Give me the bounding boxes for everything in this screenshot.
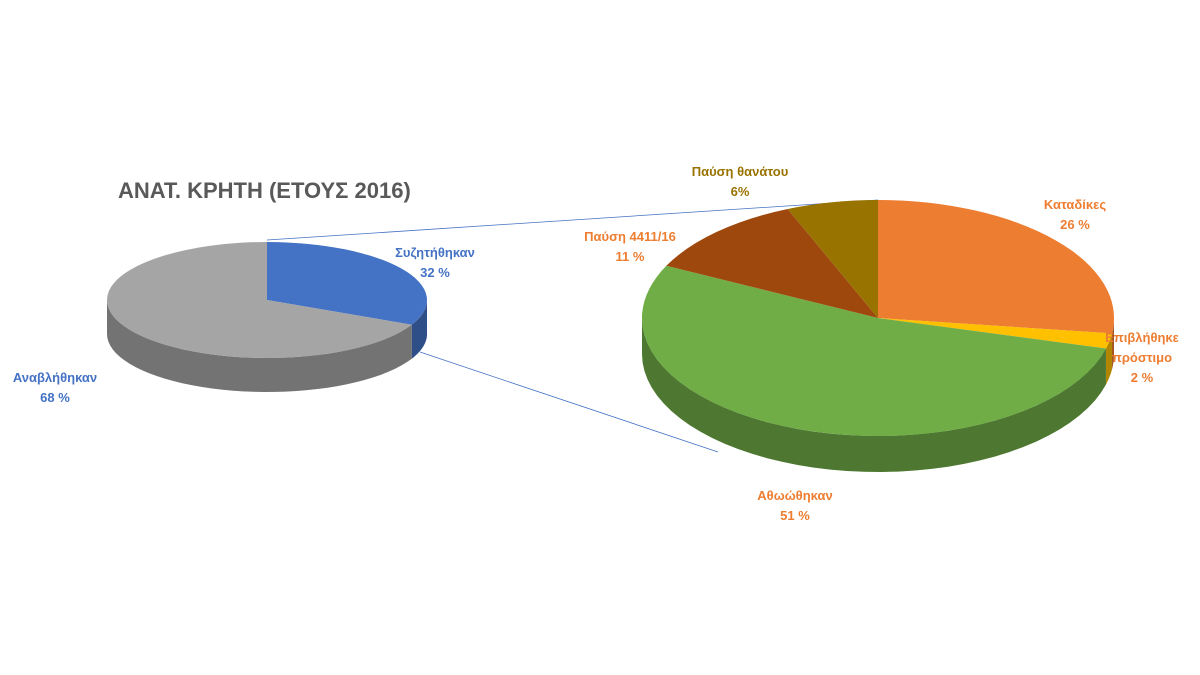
value-label: 2 % — [1130, 370, 1154, 385]
slice-side — [107, 300, 412, 392]
category-label: Επιβλήθηκε πρόστιμο — [1105, 330, 1179, 365]
slice-side — [411, 300, 427, 359]
slice-side — [1111, 318, 1114, 370]
category-label: Αθωώθηκαν — [757, 488, 833, 503]
slice-side-shade — [107, 300, 412, 392]
slice-side — [1105, 333, 1112, 385]
category-label: Καταδίκες — [1043, 197, 1107, 212]
category-label: Παύση 4411/16 — [584, 229, 676, 244]
data-label: Συζητήθηκαν 32 % — [370, 243, 500, 283]
data-label: Παύση 4411/16 11 % — [565, 227, 695, 267]
value-label: 32 % — [420, 265, 450, 280]
slice-side — [642, 318, 1106, 472]
data-label: Επιβλήθηκε πρόστιμο 2 % — [1096, 328, 1188, 388]
slice — [666, 208, 878, 318]
slice-side-shade — [1105, 333, 1112, 385]
slice — [878, 318, 1112, 349]
slice-side-shade — [642, 318, 1106, 472]
value-label: 51 % — [780, 508, 810, 523]
connector — [266, 199, 879, 241]
data-label: Αθωώθηκαν 51 % — [730, 486, 860, 526]
data-label: Παύση θανάτου 6% — [665, 162, 815, 202]
slice — [787, 200, 878, 318]
slice — [106, 242, 412, 359]
value-label: 26 % — [1060, 217, 1090, 232]
category-label: Αναβλήθηκαν — [12, 370, 98, 385]
category-label: Συζητήθηκαν — [395, 245, 475, 260]
chart-title: ΑΝΑΤ. ΚΡΗΤΗ (ΕΤΟΥΣ 2016) — [118, 178, 411, 203]
slice-side-shade — [411, 300, 427, 359]
value-label: 68 % — [40, 390, 70, 405]
value-label: 6% — [730, 184, 750, 199]
slice-side-shade — [1111, 318, 1114, 370]
data-label: Αναβλήθηκαν 68 % — [0, 368, 110, 408]
slice — [878, 200, 1114, 334]
category-label: Παύση θανάτου — [691, 164, 789, 179]
slice — [642, 265, 1106, 436]
data-label: Καταδίκες 26 % — [1010, 195, 1140, 235]
slice — [267, 242, 427, 325]
value-label: 11 % — [615, 249, 645, 264]
connector — [419, 351, 719, 453]
